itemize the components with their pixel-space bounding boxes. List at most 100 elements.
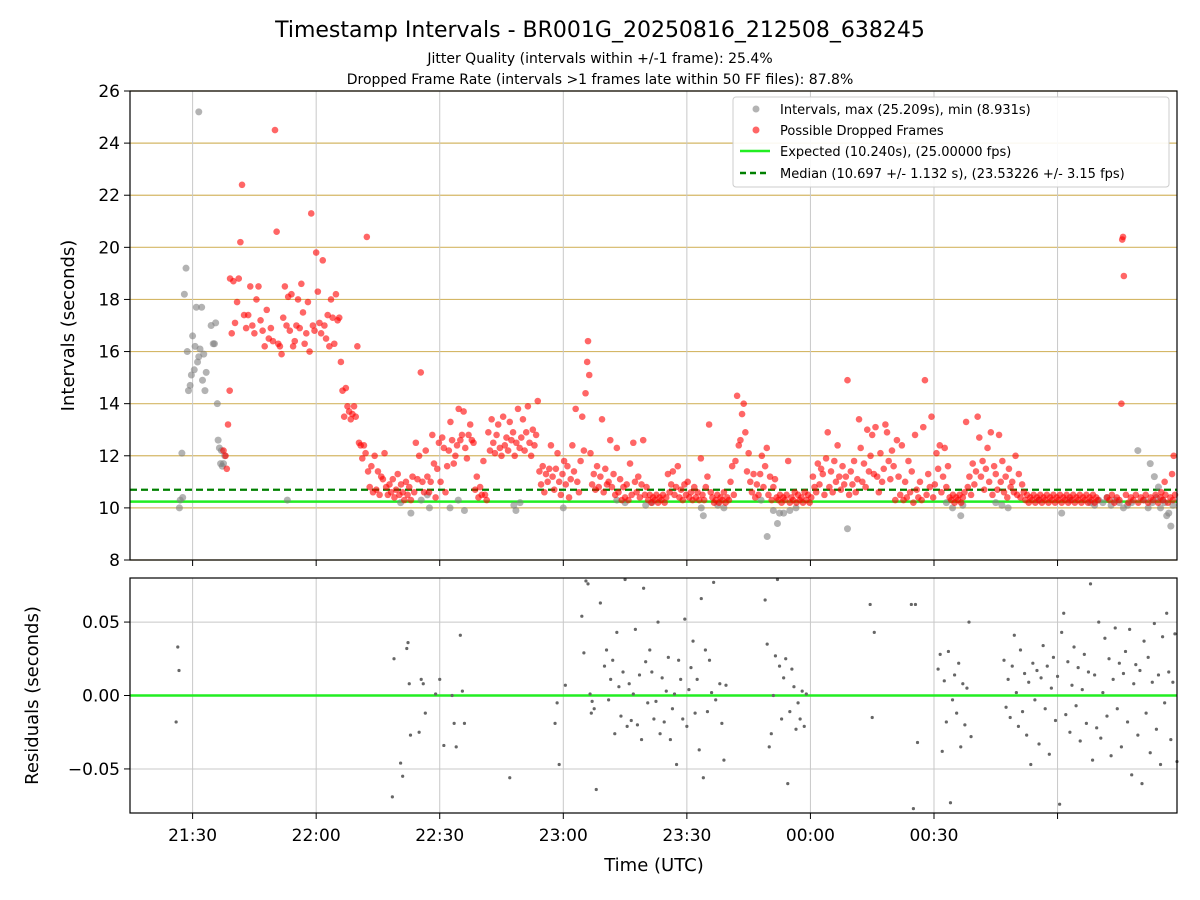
residual-point [1012,633,1016,637]
residual-point [1020,710,1025,714]
residual-point [765,642,769,646]
residual-point [940,749,944,753]
dropped-frame-point [453,442,461,449]
dropped-frame-point [740,400,748,407]
interval-point [942,499,950,507]
residual-point [627,682,631,686]
residual-point [777,664,782,668]
dropped-frame-point [544,478,551,486]
dropped-frame-point [1017,494,1024,501]
interval-point [190,366,198,374]
interval-point [210,340,218,348]
interval-point [642,501,650,509]
residual-point [1025,733,1029,737]
dropped-frame-point [465,431,472,439]
residual-point [656,620,660,624]
dropped-frame-point [1004,494,1011,501]
dropped-frame-point [539,462,547,470]
dropped-frame-point [784,457,792,465]
dropped-frame-point [1119,233,1127,241]
dropped-frame-point [476,483,484,491]
dropped-frame-point [514,405,522,413]
residual-point [769,732,773,736]
residual-point [1018,648,1023,652]
residual-point [687,688,691,692]
dropped-frame-point [903,494,911,501]
interval-point [196,345,204,353]
residual-point [629,718,633,723]
residual-point [691,639,695,643]
residual-point [911,806,915,811]
dropped-frame-point [584,337,592,345]
dropped-frame-point [402,478,410,486]
dropped-frame-point [857,444,864,452]
dropped-frame-point [251,330,258,337]
residual-point [705,710,710,714]
residual-point [664,689,668,693]
dropped-frame-point [636,494,644,501]
residual-point [942,679,946,683]
dropped-frame-point [230,277,237,285]
residual-point [1051,655,1056,659]
residual-point [584,579,588,583]
dropped-frame-point [1116,496,1123,504]
residuals-series [174,577,1179,811]
dropped-frame-point [826,483,833,491]
residual-point [802,724,806,728]
residual-point [590,699,594,703]
dropped-frame-point [570,468,578,475]
residual-point [1152,621,1156,626]
dropped-frame-point [335,314,343,321]
interval-point [512,506,520,514]
dropped-frame-point [593,462,601,470]
dropped-frame-point [608,483,616,491]
dropped-frame-point [422,447,430,454]
dropped-frame-point [448,436,456,444]
dropped-frame-point [255,283,262,290]
legend-intervals-label: Intervals, max (25.209s), min (8.931s) [780,103,1031,118]
dropped-frame-point [923,491,930,499]
interval-point [202,368,210,376]
residual-point [1128,627,1132,632]
dropped-frame-point [995,431,1003,439]
dropped-frame-point [746,478,754,486]
residual-point [648,648,652,652]
dropped-frame-point [442,488,449,496]
dropped-frame-point [982,465,990,473]
dropped-frame-point [839,462,846,470]
dropped-frame-point [443,462,451,470]
dropped-frame-point [534,397,542,405]
dropped-frame-point [283,322,290,329]
dropped-frame-point [705,421,713,428]
intervals-y-tick-label: 26 [98,82,120,102]
residual-point [1125,720,1130,724]
dropped-frame-point [933,449,940,457]
dropped-frame-point [531,442,538,449]
residual-point [460,689,464,693]
dropped-frame-point [847,468,855,475]
residual-point [1053,718,1058,723]
residual-point [800,689,804,693]
residual-point [1160,635,1165,639]
dropped-frame-point [863,426,871,434]
dropped-frame-point [306,348,313,355]
residual-point [782,676,786,680]
residual-point [965,686,969,690]
dropped-frame-point [569,442,576,449]
dropped-frame-point [575,488,583,496]
dropped-frame-point [420,488,428,496]
residual-point [1045,664,1049,668]
dropped-frame-point [562,481,570,488]
interval-point [189,332,197,340]
dropped-frame-point [938,488,945,496]
residual-point [798,717,802,721]
residual-point [176,645,180,649]
dropped-frame-point [488,416,495,423]
residual-point [718,682,722,686]
interval-point [780,509,788,517]
residuals-x-ticks: 21:30 22:00 22:30 23:00 23:30 00:00 00:30 [168,813,1059,846]
dropped-frame-point [873,473,881,480]
dropped-frame-point [807,494,815,501]
residual-point [714,698,718,702]
residual-point [650,670,654,674]
